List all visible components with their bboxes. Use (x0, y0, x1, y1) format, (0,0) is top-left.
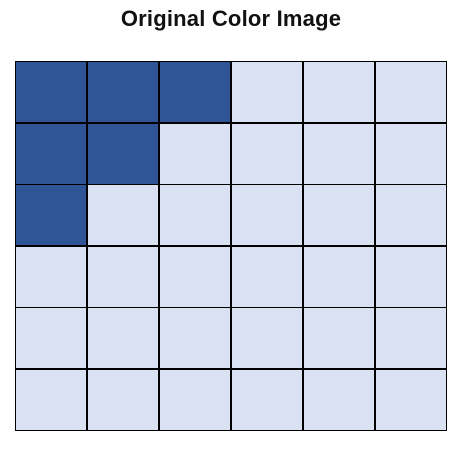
diagram-title: Original Color Image (120, 6, 342, 31)
grid-cell-empty (231, 308, 303, 369)
pixel-grid (15, 61, 447, 431)
grid-cell-empty (375, 185, 446, 246)
grid-cell-empty (231, 185, 303, 246)
grid-cell-empty (159, 246, 231, 307)
grid-cell-empty (87, 185, 159, 246)
grid-cell-filled (87, 123, 159, 184)
grid-cell-empty (375, 246, 446, 307)
grid-cell-empty (16, 369, 87, 430)
grid-cell-empty (303, 185, 375, 246)
grid-cell-empty (159, 123, 231, 184)
grid-cell-empty (303, 62, 375, 123)
grid-cell-empty (159, 185, 231, 246)
grid-cell-filled (87, 62, 159, 123)
grid-cell-empty (159, 308, 231, 369)
grid-cell-empty (16, 246, 87, 307)
grid-cell-empty (375, 308, 446, 369)
grid-cell-empty (87, 246, 159, 307)
grid-cell-empty (16, 308, 87, 369)
grid-cell-empty (87, 369, 159, 430)
grid-cell-empty (87, 308, 159, 369)
grid-cell-empty (231, 246, 303, 307)
grid-cell-empty (303, 369, 375, 430)
grid-cell-empty (303, 308, 375, 369)
grid-cell-empty (375, 62, 446, 123)
grid-cell-empty (303, 246, 375, 307)
grid-cell-empty (375, 369, 446, 430)
grid-cell-empty (375, 123, 446, 184)
grid-cell-filled (16, 123, 87, 184)
grid-cell-filled (16, 62, 87, 123)
grid-cell-empty (303, 123, 375, 184)
grid-cell-empty (231, 123, 303, 184)
grid-cell-empty (231, 62, 303, 123)
grid-cell-filled (16, 185, 87, 246)
grid-cell-filled (159, 62, 231, 123)
grid-cell-empty (159, 369, 231, 430)
grid-cell-empty (231, 369, 303, 430)
